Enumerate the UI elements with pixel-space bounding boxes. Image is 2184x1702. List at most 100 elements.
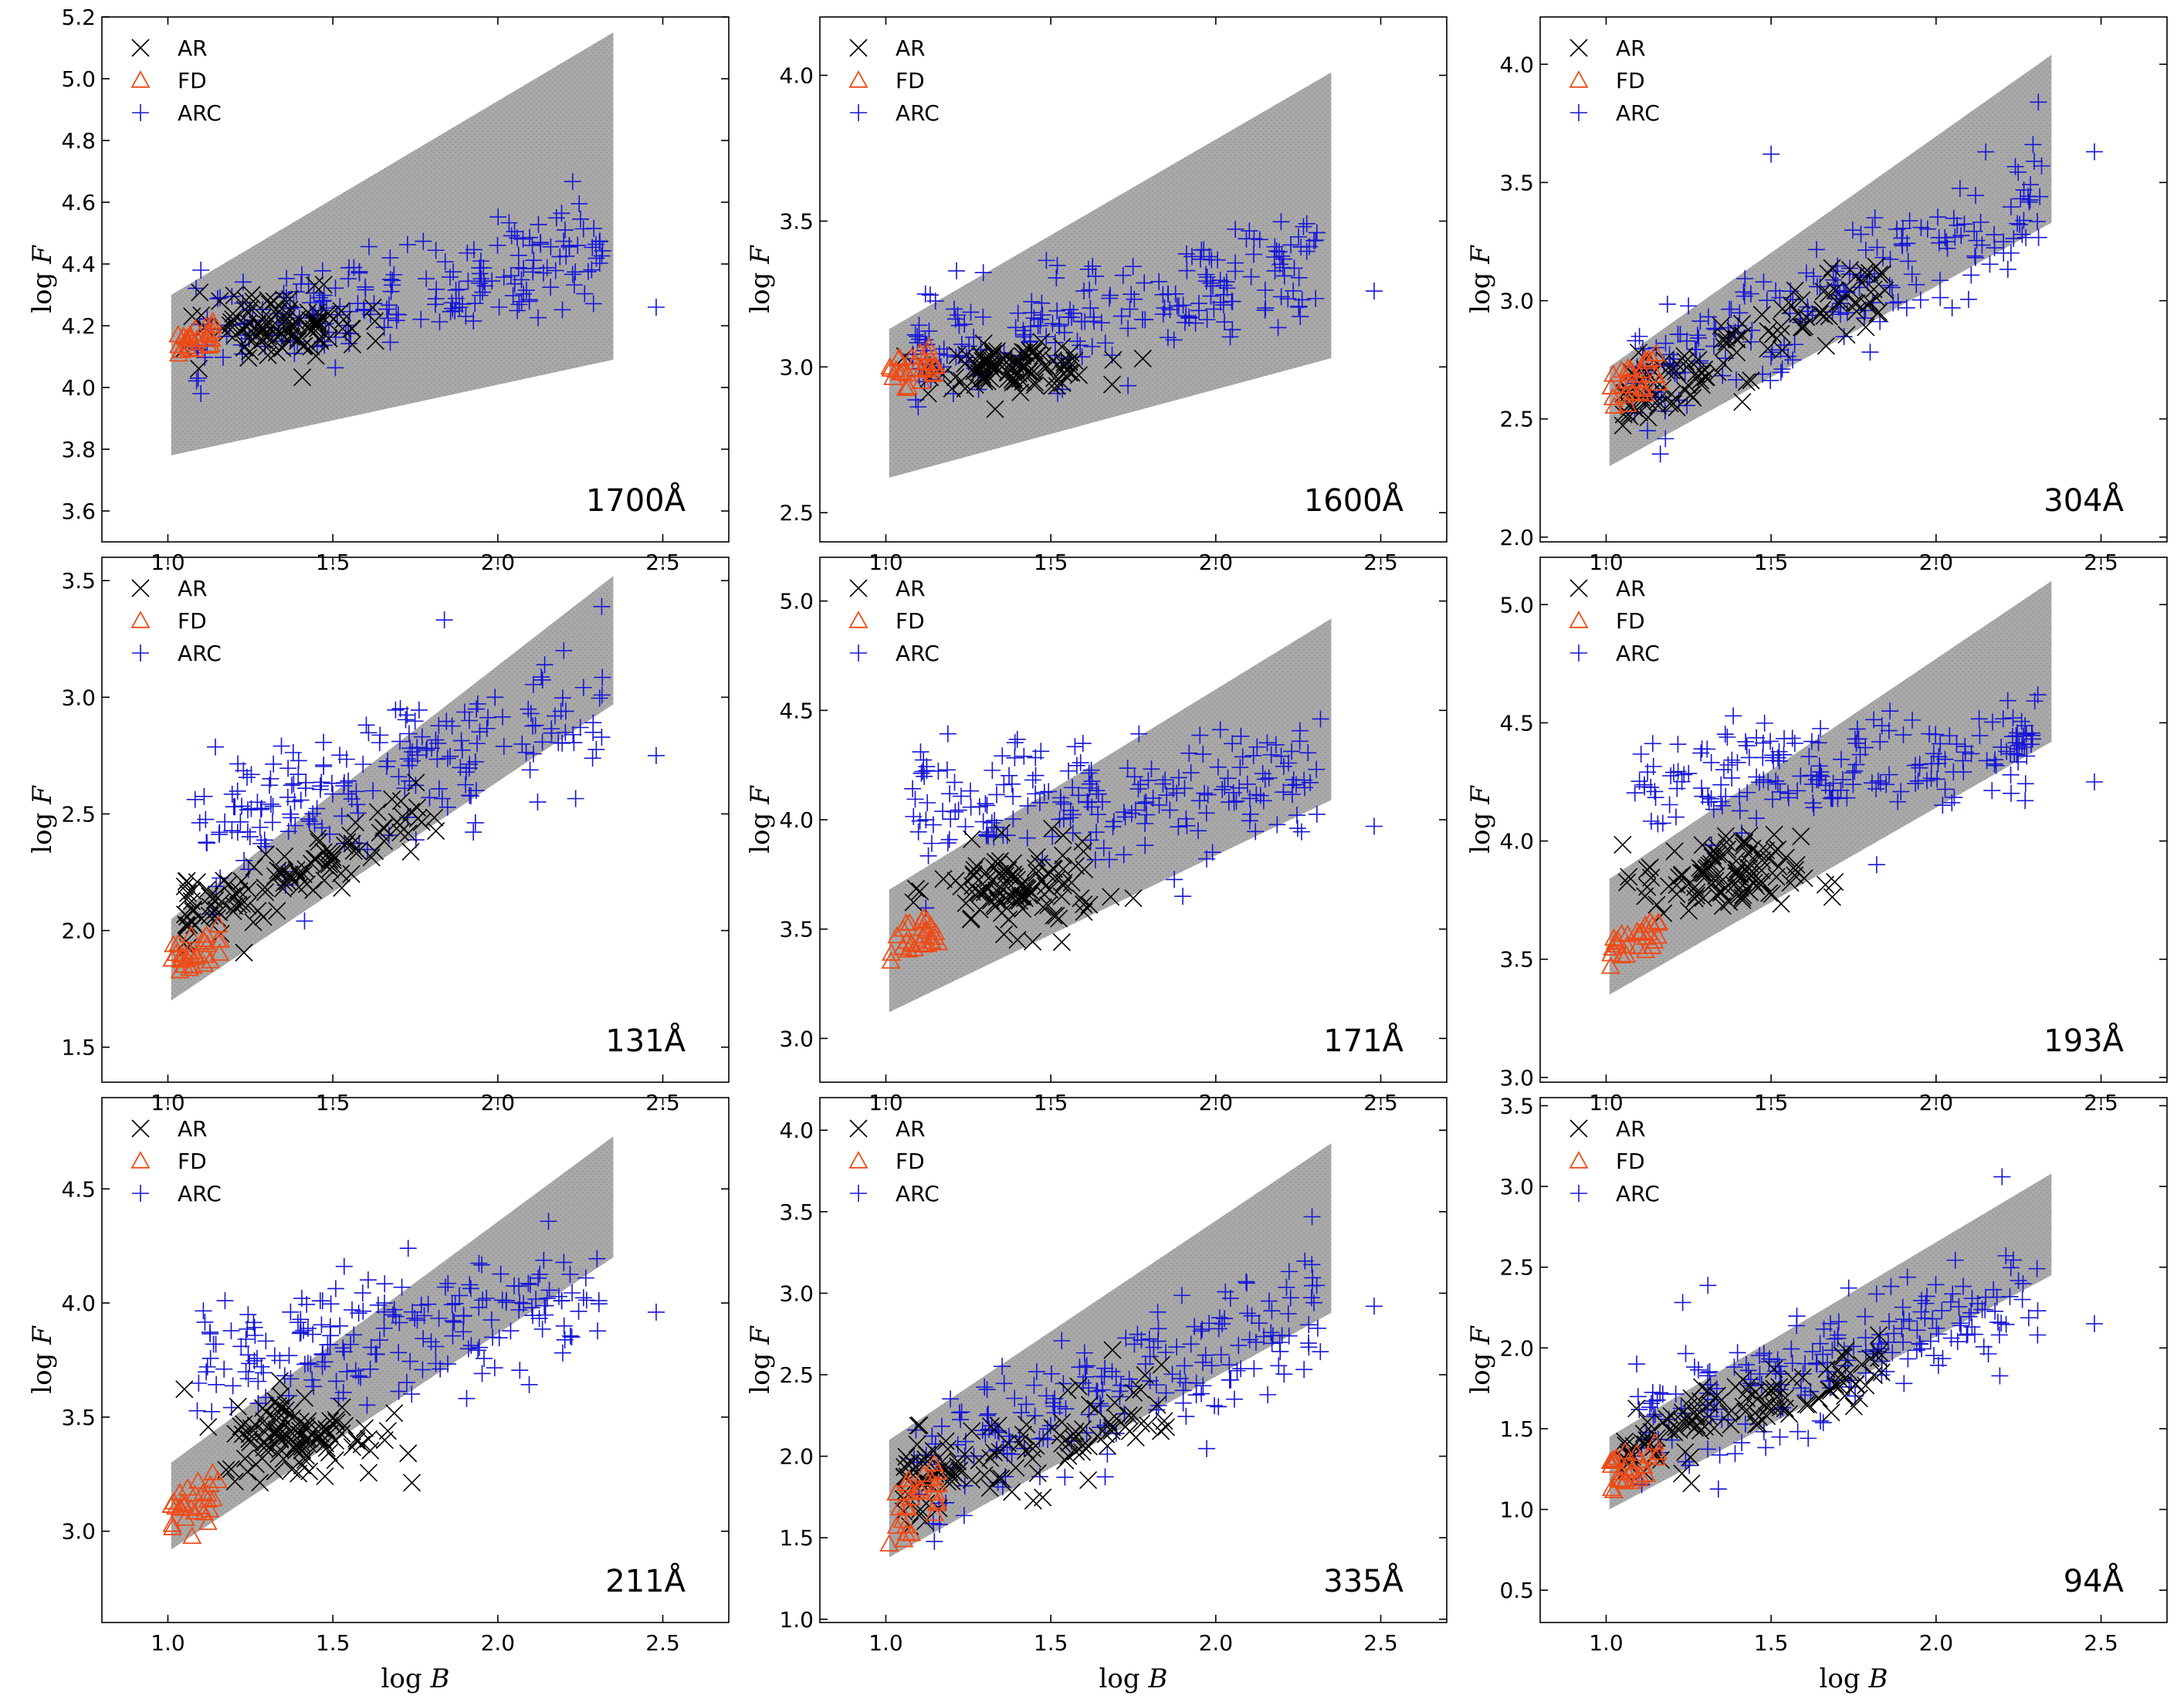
point-fd	[1617, 936, 1637, 954]
point-arc	[342, 1335, 360, 1353]
point-arc	[439, 1274, 457, 1292]
point-arc	[950, 316, 968, 334]
point-arc	[1784, 291, 1802, 309]
point-arc	[2010, 736, 2028, 754]
point-arc	[1092, 1397, 1110, 1415]
point-arc	[950, 801, 967, 819]
point-arc	[1771, 289, 1789, 306]
axes-frame	[819, 1097, 1448, 1623]
point-arc	[474, 1291, 492, 1309]
point-arc	[1847, 734, 1865, 752]
point-arc	[506, 223, 523, 241]
point-arc	[286, 817, 304, 834]
point-arc	[265, 755, 283, 773]
legend-label-ar: AR	[896, 36, 926, 61]
point-arc	[412, 1296, 430, 1314]
point-arc	[1892, 783, 1910, 800]
point-arc	[1739, 1362, 1757, 1379]
point-arc	[1657, 430, 1674, 448]
point-ar	[1759, 340, 1777, 358]
y-tick-label: 3.0	[779, 1026, 814, 1051]
point-arc	[1642, 812, 1660, 830]
point-arc	[502, 267, 520, 285]
point-ar	[1053, 1434, 1072, 1453]
point-arc	[2029, 1302, 2047, 1320]
point-arc	[1170, 769, 1187, 787]
point-arc	[338, 1363, 356, 1381]
point-arc	[333, 807, 350, 825]
point-ar	[272, 323, 290, 342]
point-ar	[990, 852, 1009, 871]
point-ar	[963, 882, 981, 901]
point-arc	[1241, 1331, 1258, 1348]
plot-area	[1600, 1168, 2103, 1510]
point-arc	[471, 723, 489, 741]
point-ar	[1738, 1389, 1756, 1408]
point-arc	[1800, 303, 1817, 320]
point-ar	[401, 842, 420, 861]
point-arc	[445, 1313, 463, 1331]
point-arc	[1838, 789, 1856, 807]
point-ar	[178, 916, 196, 935]
point-arc	[293, 266, 311, 283]
point-arc	[203, 1403, 221, 1420]
point-ar	[1080, 895, 1099, 914]
point-fd	[1630, 382, 1650, 401]
point-ar	[1079, 1437, 1098, 1456]
point-arc	[1150, 796, 1168, 814]
point-arc	[2004, 709, 2022, 727]
point-arc	[1674, 1294, 1691, 1311]
point-fd	[886, 1483, 906, 1501]
point-arc	[931, 1516, 949, 1534]
point-arc	[523, 1307, 541, 1325]
point-ar	[1722, 1416, 1740, 1434]
point-arc	[350, 264, 368, 282]
point-ar	[1728, 330, 1746, 349]
point-arc	[450, 280, 468, 298]
point-ar	[1124, 1406, 1143, 1425]
point-arc	[1722, 300, 1740, 318]
legend-label-arc: ARC	[896, 641, 940, 666]
point-ar	[1678, 358, 1696, 377]
point-ar	[1773, 299, 1792, 318]
point-arc	[1308, 224, 1326, 242]
point-arc	[1990, 1326, 2008, 1344]
point-arc	[1743, 321, 1761, 339]
point-arc	[1690, 1361, 1708, 1379]
point-ar	[1668, 885, 1686, 904]
y-tick-label: 1.0	[1499, 1497, 1534, 1523]
x-tick-label: 1.0	[869, 1630, 903, 1656]
uncertainty-band	[889, 72, 1332, 478]
point-fd	[1644, 931, 1664, 949]
point-arc	[1211, 721, 1229, 739]
point-arc	[555, 1254, 573, 1271]
point-arc	[421, 789, 438, 807]
point-arc	[567, 790, 584, 807]
point-arc	[524, 717, 542, 735]
point-ar	[278, 872, 297, 891]
point-arc	[398, 235, 416, 253]
point-arc	[413, 728, 431, 746]
legend-marker-arc	[132, 104, 149, 121]
point-fd	[898, 1498, 919, 1516]
point-ar	[1749, 1408, 1768, 1426]
point-ar	[1023, 1440, 1042, 1458]
point-arc	[939, 725, 957, 743]
point-arc	[1292, 308, 1309, 326]
point-arc	[198, 1358, 216, 1375]
point-fd	[913, 907, 933, 925]
point-fd	[1630, 371, 1650, 389]
point-ar	[1106, 1393, 1124, 1412]
point-ar	[1811, 305, 1830, 323]
point-arc	[1248, 786, 1265, 804]
point-arc	[504, 287, 522, 305]
point-arc	[1736, 269, 1754, 287]
point-arc	[283, 777, 300, 794]
point-arc	[1803, 1343, 1821, 1361]
point-ar	[1023, 1450, 1042, 1468]
y-tick-label: 1.5	[1499, 1416, 1534, 1442]
point-arc	[1661, 346, 1678, 364]
point-arc	[563, 1328, 581, 1346]
point-ar	[246, 1416, 265, 1435]
